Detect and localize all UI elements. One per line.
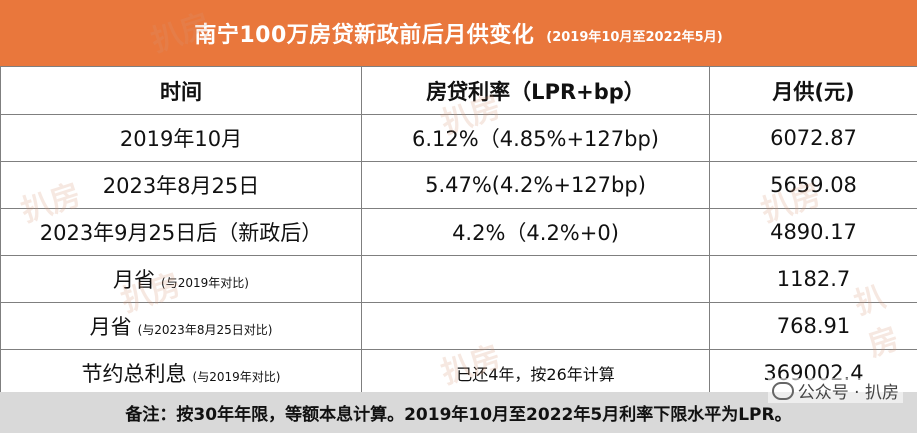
table-row: 节约总利息 (与2019年对比) 已还4年，按26年计算 369002.4 xyxy=(0,349,917,397)
cell-rate: 6.12%（4.85%+127bp) xyxy=(361,114,710,162)
cell-time: 2019年10月 xyxy=(0,114,362,162)
footer-text: 备注：按30年年限，等额本息计算。2019年10月至2022年5月利率下限水平为… xyxy=(125,405,792,425)
wechat-icon xyxy=(771,381,794,400)
header-time: 时间 xyxy=(0,66,362,115)
page-title: 南宁100万房贷新政前后月供变化 xyxy=(194,23,535,48)
table-row: 2019年10月 6.12%（4.85%+127bp) 6072.87 xyxy=(0,114,917,162)
header-payment: 月供(元) xyxy=(709,66,917,115)
loan-table: 时间 房贷利率（LPR+bp） 月供(元) 2019年10月 6.12%（4.8… xyxy=(0,66,917,397)
table-row: 月省 (与2023年8月25日对比) 768.91 xyxy=(0,302,917,350)
table-row: 月省 (与2019年对比) 1182.7 xyxy=(0,255,917,303)
cell-time-note: (与2019年对比) xyxy=(161,276,249,290)
wechat-account-badge: 公众号 · 扒房 xyxy=(767,378,903,403)
cell-rate xyxy=(361,255,710,303)
cell-payment: 4890.17 xyxy=(709,208,917,256)
cell-time: 2023年9月25日后（新政后） xyxy=(0,208,362,256)
footer-note: 备注：按30年年限，等额本息计算。2019年10月至2022年5月利率下限水平为… xyxy=(0,392,917,433)
cell-payment: 1182.7 xyxy=(709,255,917,303)
cell-time: 2023年8月25日 xyxy=(0,161,362,209)
wechat-account-name: 公众号 · 扒房 xyxy=(797,383,899,403)
cell-rate: 已还4年，按26年计算 xyxy=(361,349,710,397)
page-subtitle: (2019年10月至2022年5月) xyxy=(546,29,723,45)
cell-rate: 4.2%（4.2%+0) xyxy=(361,208,710,256)
table-header-row: 时间 房贷利率（LPR+bp） 月供(元) xyxy=(0,66,917,115)
cell-time: 月省 (与2019年对比) xyxy=(0,255,362,303)
cell-rate xyxy=(361,302,710,350)
cell-payment: 5659.08 xyxy=(709,161,917,209)
cell-time-note: (与2019年对比) xyxy=(192,370,281,384)
title-banner: 南宁100万房贷新政前后月供变化 (2019年10月至2022年5月) xyxy=(0,0,917,66)
cell-payment: 6072.87 xyxy=(709,114,917,162)
table-row: 2023年8月25日 5.47%(4.2%+127bp) 5659.08 xyxy=(0,161,917,209)
table-row: 2023年9月25日后（新政后） 4.2%（4.2%+0) 4890.17 xyxy=(0,208,917,256)
cell-payment: 768.91 xyxy=(709,302,917,350)
header-rate: 房贷利率（LPR+bp） xyxy=(361,66,710,115)
cell-time-note: (与2023年8月25日对比) xyxy=(137,323,273,337)
cell-time: 节约总利息 (与2019年对比) xyxy=(0,349,362,397)
cell-time: 月省 (与2023年8月25日对比) xyxy=(0,302,362,350)
cell-rate: 5.47%(4.2%+127bp) xyxy=(361,161,710,209)
